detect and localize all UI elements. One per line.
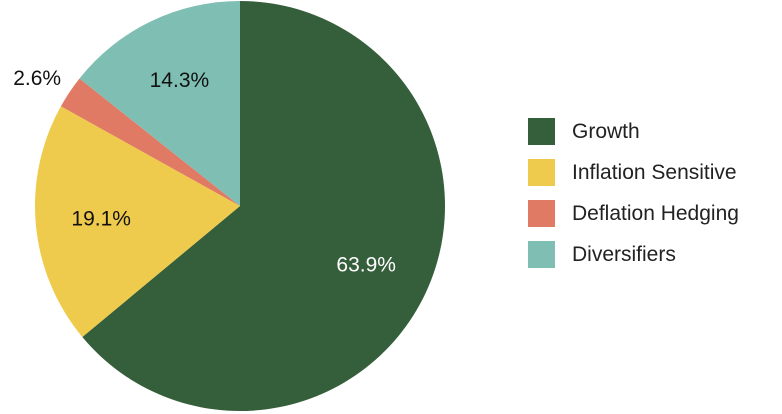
pie-labels: 63.9% 19.1% 2.6% 14.3% bbox=[13, 67, 396, 277]
legend-item-growth: Growth bbox=[528, 111, 739, 152]
pie-slice-deflation-hedging bbox=[60, 78, 241, 206]
legend-label-inflation-sensitive: Inflation Sensitive bbox=[572, 160, 737, 184]
legend-label-growth: Growth bbox=[572, 119, 640, 143]
legend-swatch-inflation-sensitive bbox=[528, 159, 555, 186]
legend-swatch-growth bbox=[528, 118, 555, 145]
pie-slice-inflation-sensitive bbox=[35, 106, 240, 338]
pie-label-deflation-hedging: 2.6% bbox=[13, 67, 61, 90]
legend-item-inflation-sensitive: Inflation Sensitive bbox=[528, 152, 739, 193]
pie-label-growth: 63.9% bbox=[336, 254, 396, 277]
pie-slice-diversifiers bbox=[79, 1, 241, 206]
legend-item-diversifiers: Diversifiers bbox=[528, 234, 739, 275]
pie-label-inflation-sensitive: 19.1% bbox=[71, 207, 131, 230]
pie-slices bbox=[35, 1, 445, 412]
pie-label-diversifiers: 14.3% bbox=[150, 69, 210, 92]
pie-slice-growth bbox=[82, 1, 445, 412]
legend-label-deflation-hedging: Deflation Hedging bbox=[572, 201, 739, 225]
legend-label-diversifiers: Diversifiers bbox=[572, 242, 676, 266]
legend: Growth Inflation Sensitive Deflation Hed… bbox=[528, 111, 739, 275]
legend-swatch-deflation-hedging bbox=[528, 200, 555, 227]
legend-swatch-diversifiers bbox=[528, 241, 555, 268]
legend-item-deflation-hedging: Deflation Hedging bbox=[528, 193, 739, 234]
